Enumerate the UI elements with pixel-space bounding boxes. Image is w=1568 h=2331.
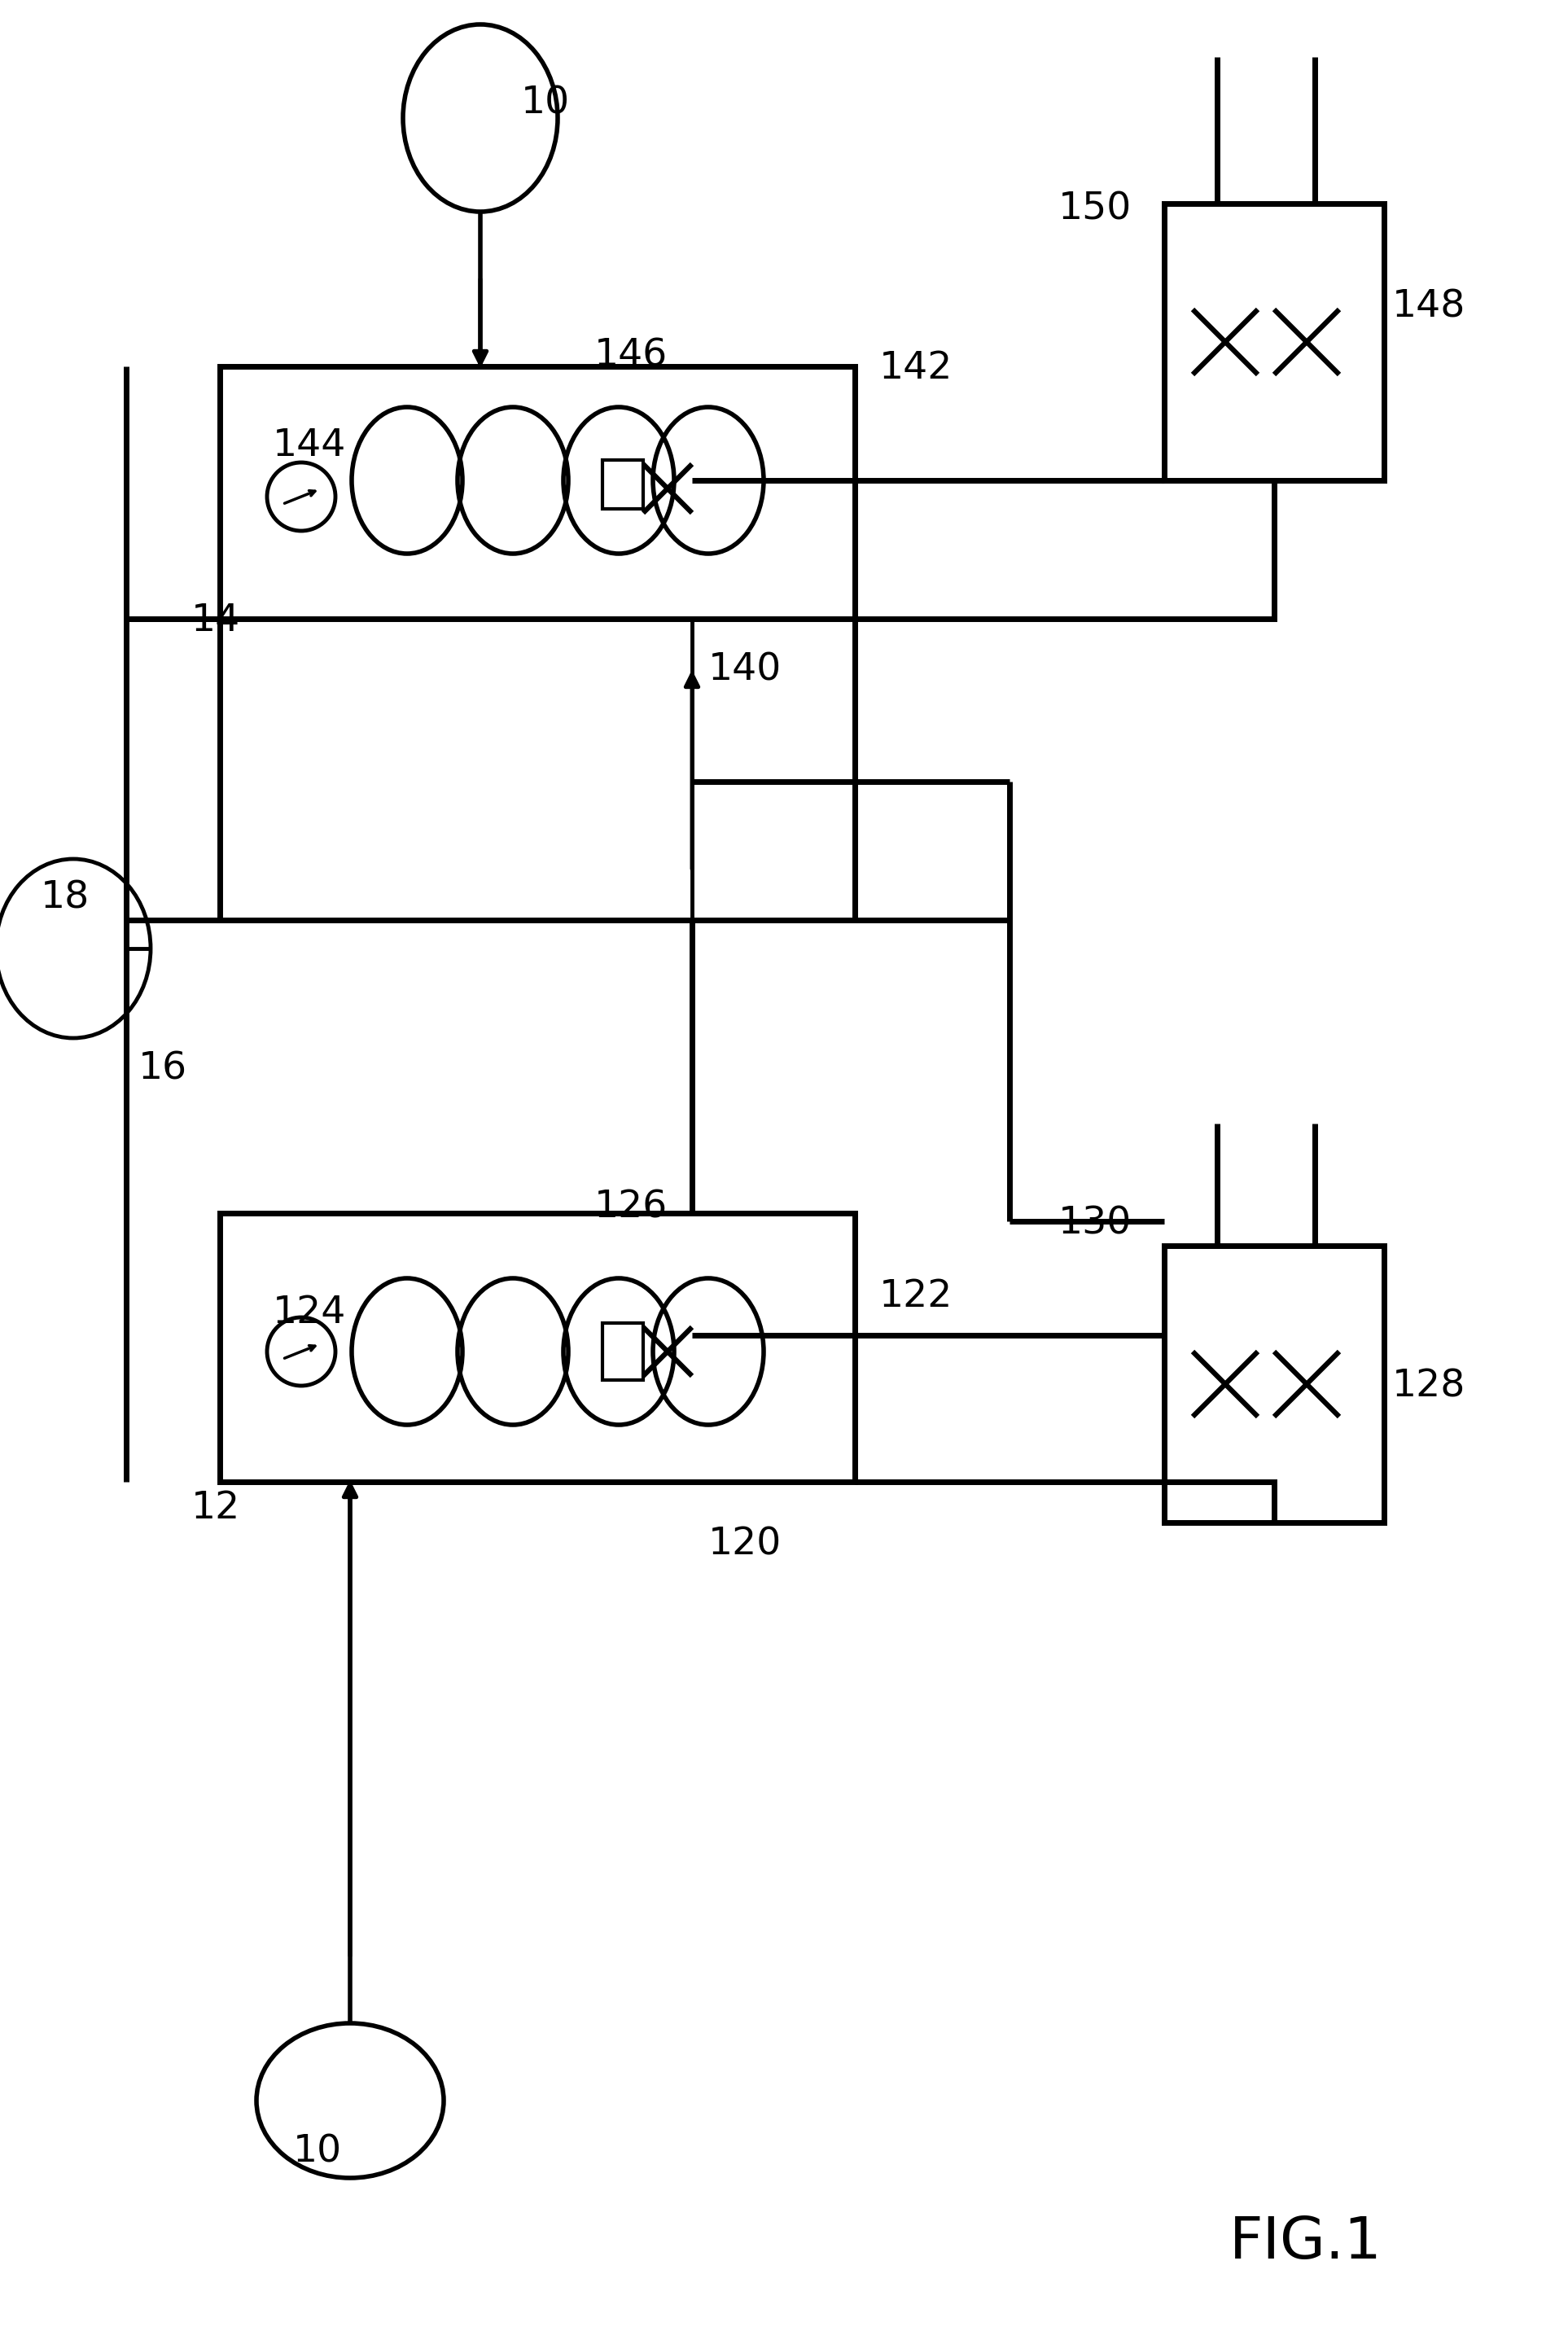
Text: 18: 18 [41, 879, 89, 916]
Text: 140: 140 [709, 650, 782, 688]
Text: 130: 130 [1058, 1205, 1132, 1242]
Text: 146: 146 [594, 338, 668, 375]
Text: 148: 148 [1392, 289, 1466, 326]
Text: 10: 10 [521, 86, 571, 121]
Text: 120: 120 [709, 1527, 782, 1564]
Text: 150: 150 [1058, 191, 1132, 228]
Text: 122: 122 [880, 1277, 953, 1315]
Text: 144: 144 [273, 427, 347, 464]
Bar [220, 1212, 855, 1483]
Bar [220, 366, 855, 618]
Text: 14: 14 [191, 601, 240, 639]
Text: FIG.1: FIG.1 [1229, 2214, 1381, 2270]
Text: 12: 12 [191, 1490, 240, 1527]
Bar [220, 618, 855, 921]
Bar [1163, 203, 1385, 480]
Bar [602, 1324, 643, 1380]
Text: 126: 126 [594, 1189, 668, 1226]
Text: 10: 10 [293, 2133, 342, 2170]
Text: 128: 128 [1392, 1368, 1466, 1406]
Bar [1163, 1245, 1385, 1522]
Text: 124: 124 [273, 1294, 347, 1331]
Text: 16: 16 [138, 1051, 187, 1086]
Text: 142: 142 [880, 350, 953, 387]
Bar [602, 459, 643, 508]
